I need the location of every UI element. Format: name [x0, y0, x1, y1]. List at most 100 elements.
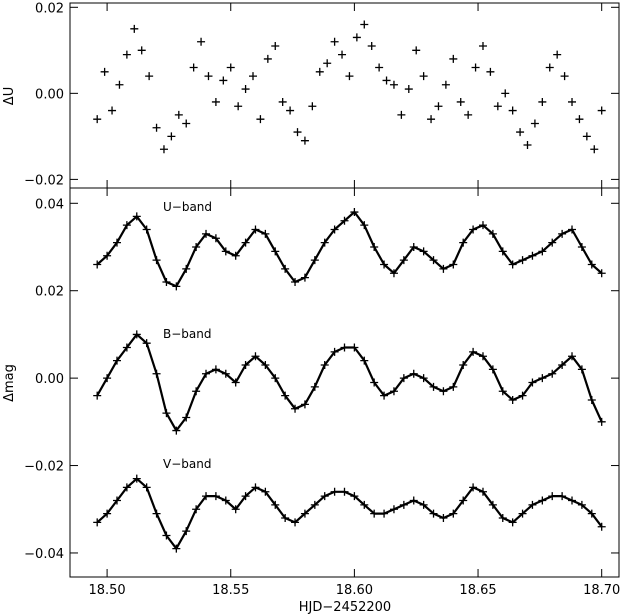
top-data-point: [300, 136, 309, 145]
v-band-point: [597, 522, 606, 531]
top-data-point: [568, 97, 577, 106]
u-band-point: [597, 269, 606, 278]
top-data-point: [241, 85, 250, 94]
top-data-point: [293, 128, 302, 137]
top-panel-frame: [69, 2, 620, 189]
top-y-tick-label: −0.02: [24, 173, 64, 188]
u-band-fit-curve: [96, 210, 603, 288]
bottom-y-tick-label: 0.02: [35, 285, 64, 300]
top-data-point: [308, 102, 317, 111]
b-band-point: [93, 391, 102, 400]
top-data-point: [219, 76, 228, 85]
bottom-y-tick-label: −0.02: [24, 460, 64, 475]
top-data-point: [152, 123, 161, 132]
top-panel-ticks: −0.02 0.00 0.02: [24, 1, 619, 188]
top-data-point: [538, 97, 547, 106]
top-data-point: [427, 115, 436, 124]
v-band-label: V−band: [163, 457, 211, 471]
top-data-point: [352, 33, 361, 42]
top-data-point: [375, 63, 384, 72]
top-data-point: [159, 145, 168, 154]
top-data-point: [560, 72, 569, 81]
top-data-point: [553, 50, 562, 59]
top-data-point: [278, 97, 287, 106]
top-data-point: [345, 72, 354, 81]
top-y-tick-label: 0.00: [35, 87, 64, 102]
bottom-y-tick-label: −0.04: [24, 547, 64, 562]
top-data-point: [575, 115, 584, 124]
top-data-point: [419, 72, 428, 81]
top-data-point: [456, 97, 465, 106]
bottom-x-tick-label: 18.55: [212, 583, 249, 598]
bottom-x-tick-label: 18.50: [88, 583, 125, 598]
bottom-y-axis-title: Δmag: [2, 364, 17, 402]
bottom-x-tick-label: 18.60: [336, 583, 373, 598]
top-data-point: [130, 24, 139, 33]
top-data-point: [404, 85, 413, 94]
top-data-point: [412, 46, 421, 55]
top-data-point: [530, 119, 539, 128]
bottom-x-tick-label: 18.65: [459, 583, 496, 598]
top-panel-points: [93, 20, 606, 154]
v-band-fit-curve: [96, 477, 603, 550]
top-data-point: [523, 140, 532, 149]
top-data-point: [263, 54, 272, 63]
top-data-point: [249, 72, 257, 81]
top-data-point: [256, 115, 265, 124]
b-band-fit-curve: [96, 333, 603, 432]
top-data-point: [397, 110, 406, 119]
top-data-point: [493, 102, 502, 111]
top-data-point: [516, 128, 525, 137]
top-data-point: [145, 72, 154, 81]
top-data-point: [323, 59, 332, 68]
top-data-point: [93, 115, 102, 124]
top-data-point: [286, 106, 295, 115]
top-data-point: [189, 63, 198, 72]
top-data-point: [315, 67, 324, 76]
top-data-point: [330, 37, 339, 46]
bottom-y-tick-label: 0.04: [35, 197, 64, 212]
top-data-point: [115, 80, 124, 89]
top-y-axis-title: ΔU: [2, 87, 17, 105]
top-data-point: [137, 46, 146, 55]
top-data-point: [597, 106, 606, 115]
top-data-point: [501, 89, 510, 98]
b-band-point: [597, 417, 606, 426]
top-data-point: [204, 72, 213, 81]
top-data-point: [360, 20, 369, 29]
top-data-point: [434, 102, 443, 111]
top-data-point: [167, 132, 176, 141]
bottom-panel-frame: [69, 187, 620, 578]
top-data-point: [226, 63, 235, 72]
top-data-point: [382, 76, 391, 85]
top-data-point: [590, 145, 599, 154]
bottom-panel-points: [93, 208, 606, 553]
top-data-point: [108, 106, 117, 115]
top-y-tick-label: 0.02: [35, 1, 64, 16]
top-data-point: [486, 67, 495, 76]
top-data-point: [338, 50, 347, 59]
top-data-point: [508, 106, 517, 115]
top-data-point: [174, 110, 183, 119]
top-data-point: [182, 119, 191, 128]
bottom-x-tick-label: 18.70: [583, 583, 620, 598]
bottom-y-tick-label: 0.00: [35, 372, 64, 387]
top-data-point: [271, 42, 280, 51]
top-data-point: [234, 102, 243, 111]
bottom-panel-ticks: −0.04 −0.02 0.00 0.02 0.04 18.50 18.55 18.60 18.…: [24, 188, 620, 598]
top-data-point: [478, 42, 487, 51]
top-data-point: [197, 37, 206, 46]
top-data-point: [389, 80, 398, 89]
top-data-point: [211, 97, 220, 106]
top-data-point: [545, 63, 554, 72]
top-data-point: [441, 80, 450, 89]
top-data-point: [122, 50, 131, 59]
bottom-panel-fit-curves: [96, 210, 603, 550]
x-axis-title: HJD−2452200: [299, 600, 391, 615]
b-band-label: B−band: [163, 327, 211, 341]
top-data-point: [449, 54, 458, 63]
top-data-point: [464, 110, 473, 119]
top-data-point: [367, 42, 376, 51]
top-data-point: [100, 67, 109, 76]
